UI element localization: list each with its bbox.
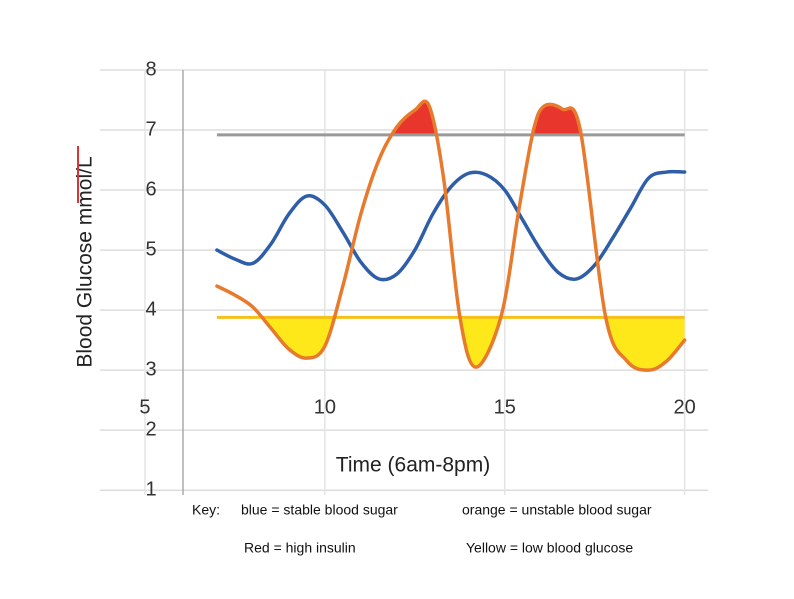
- x-axis-label: Time (6am-8pm): [336, 454, 490, 477]
- y-tick-label: 6: [145, 178, 156, 200]
- y-tick-label: 4: [145, 298, 156, 320]
- y-tick-label: 5: [145, 238, 156, 260]
- key-text: Key:: [192, 502, 220, 518]
- y-tick-label: 8: [145, 58, 156, 80]
- grid: [100, 69, 708, 495]
- lines: [215, 99, 687, 372]
- key-text: blue = stable blood sugar: [241, 502, 398, 518]
- x-tick-label: 5: [139, 396, 150, 418]
- key-text: Yellow = low blood glucose: [466, 540, 633, 556]
- y-tick-label: 7: [145, 118, 156, 140]
- y-tick-label: 2: [145, 418, 156, 440]
- key-text: Red = high insulin: [244, 540, 356, 556]
- y-axis-label: Blood Glucose mmol/L: [74, 156, 97, 367]
- series-line: [215, 99, 687, 372]
- fills: [262, 101, 685, 371]
- threshold-fill: [262, 317, 685, 371]
- series-line: [215, 169, 687, 282]
- labels: 1 2 3 4 5 6 7 8 5 10 15 20: [139, 58, 695, 500]
- x-tick-label: 15: [494, 396, 516, 418]
- threshold-fill: [391, 101, 582, 135]
- y-tick-label: 3: [145, 358, 156, 380]
- y-tick-label: 1: [145, 478, 156, 500]
- x-tick-label: 10: [314, 396, 336, 418]
- x-tick-label: 20: [673, 396, 695, 418]
- key-text: orange = unstable blood sugar: [462, 502, 652, 518]
